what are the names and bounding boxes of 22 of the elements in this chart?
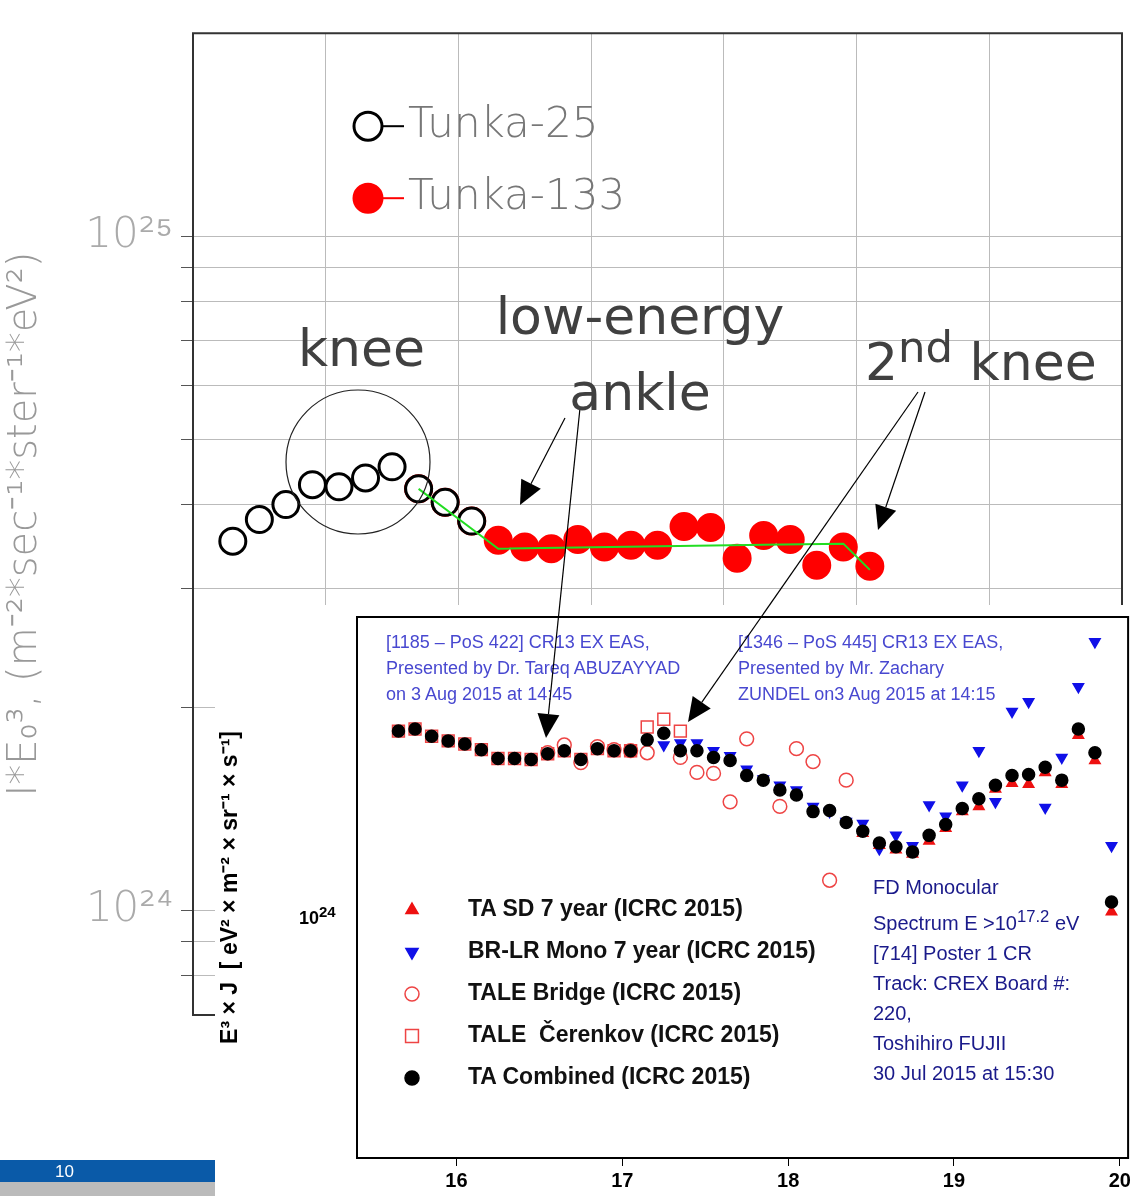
legend-label: TA SD 7 year (ICRC 2015): [468, 895, 743, 922]
y-tick-label: 10²⁴: [85, 882, 173, 932]
legend-label: Tunka-25: [408, 98, 599, 148]
y-axis-title: E³ × J [ eV² × m⁻² × sr⁻¹ × s⁻¹]: [216, 731, 243, 1044]
legend-label: Tunka-133: [408, 170, 626, 220]
annotation: 2$^{nd}$ knee: [865, 322, 1097, 393]
annotation: 10$^{24}$: [299, 903, 336, 929]
annotation: knee: [298, 318, 426, 378]
legend-label: TALE Čerenkov (ICRC 2015): [468, 1020, 780, 1048]
y-tick-label: 10²⁵: [85, 208, 173, 258]
legend-label: TA Combined (ICRC 2015): [468, 1063, 751, 1090]
x-tick-label: 18: [777, 1168, 800, 1191]
legend-label: BR-LR Mono 7 year (ICRC 2015): [468, 937, 816, 964]
x-tick-label: 20: [1108, 1168, 1131, 1191]
legend-label: TALE Bridge (ICRC 2015): [468, 979, 742, 1006]
text: 10: [55, 1162, 74, 1182]
x-tick-label: 16: [445, 1168, 468, 1191]
annotation: low-energy ankle: [494, 285, 786, 424]
y-axis-title: I*E₀³, (m⁻²*sec⁻¹*ster⁻¹*eV²): [0, 251, 46, 797]
x-tick-label: 17: [611, 1168, 634, 1191]
text: FD Monocular Spectrum E >10$^{17.2}$ eV [714] Poster 1 CR Track: CREX Board #: 220, Toshihiro FUJII 30 Jul 2015 at 15:30: [873, 876, 1080, 1084]
x-tick-label: 19: [942, 1168, 966, 1191]
